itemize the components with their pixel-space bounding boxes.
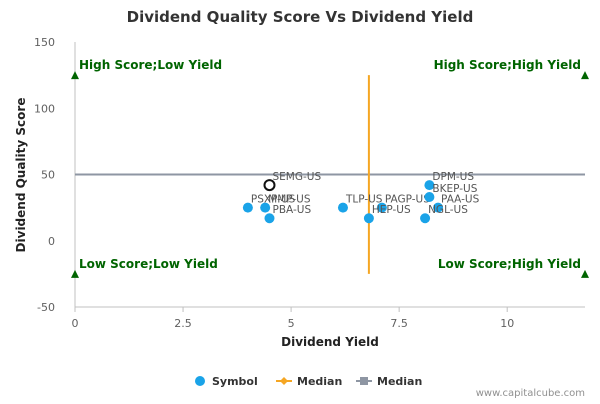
- legend-median-score-marker: [360, 377, 368, 385]
- point-label: MMP-US: [268, 194, 311, 206]
- point-label: PAGP-US: [385, 194, 430, 206]
- point-label: BKEP-US: [432, 183, 477, 195]
- legend-median-yield-label: Median: [297, 375, 342, 388]
- data-point: [264, 213, 275, 224]
- y-tick-label: 100: [34, 102, 55, 115]
- legend-symbol-label: Symbol: [212, 375, 258, 388]
- point-label: NGL-US: [428, 204, 468, 216]
- quadrant-label: Low Score;High Yield: [438, 257, 581, 271]
- point-label: DPM-US: [432, 171, 474, 183]
- data-point: [242, 202, 253, 213]
- data-point: [424, 180, 435, 191]
- x-axis-label: Dividend Yield: [281, 335, 379, 349]
- x-tick-label: 10: [500, 317, 514, 330]
- x-tick-label: 5: [288, 317, 295, 330]
- y-axis-label: Dividend Quality Score: [14, 98, 28, 253]
- data-point: [363, 213, 374, 224]
- data-point: [263, 179, 276, 192]
- quadrant-marker: [71, 71, 79, 80]
- x-tick-label: 0: [72, 317, 79, 330]
- point-label: PSXP-US: [251, 194, 296, 206]
- quadrant-label: Low Score;Low Yield: [79, 257, 218, 271]
- y-tick-label: 50: [41, 169, 55, 182]
- data-point: [420, 213, 431, 224]
- credit-text: www.capitalcube.com: [476, 388, 585, 399]
- legend-median-yield-marker: [280, 377, 288, 385]
- point-label: PAA-US: [441, 194, 480, 206]
- x-tick-label: 2.5: [174, 317, 192, 330]
- point-label: HEP-US: [372, 204, 411, 216]
- legend-symbol-marker: [195, 376, 205, 386]
- quadrant-label: High Score;High Yield: [434, 58, 581, 72]
- y-tick-label: 0: [48, 235, 55, 248]
- data-point: [260, 202, 271, 213]
- quadrant-label: High Score;Low Yield: [79, 58, 222, 72]
- quadrant-marker: [581, 269, 589, 278]
- point-label: SEMG-US: [272, 171, 321, 183]
- point-label: TLP-US: [345, 194, 383, 206]
- quadrant-marker: [581, 71, 589, 80]
- y-tick-label: 150: [34, 36, 55, 49]
- chart-title: Dividend Quality Score Vs Dividend Yield: [127, 8, 474, 26]
- data-point: [337, 202, 348, 213]
- y-tick-label: -50: [37, 301, 55, 314]
- data-point: [424, 192, 435, 203]
- x-tick-label: 7.5: [390, 317, 408, 330]
- point-label: PBA-US: [272, 204, 311, 216]
- quadrant-marker: [71, 269, 79, 278]
- data-point: [376, 202, 387, 213]
- legend-median-score-label: Median: [377, 375, 422, 388]
- data-point: [433, 202, 444, 213]
